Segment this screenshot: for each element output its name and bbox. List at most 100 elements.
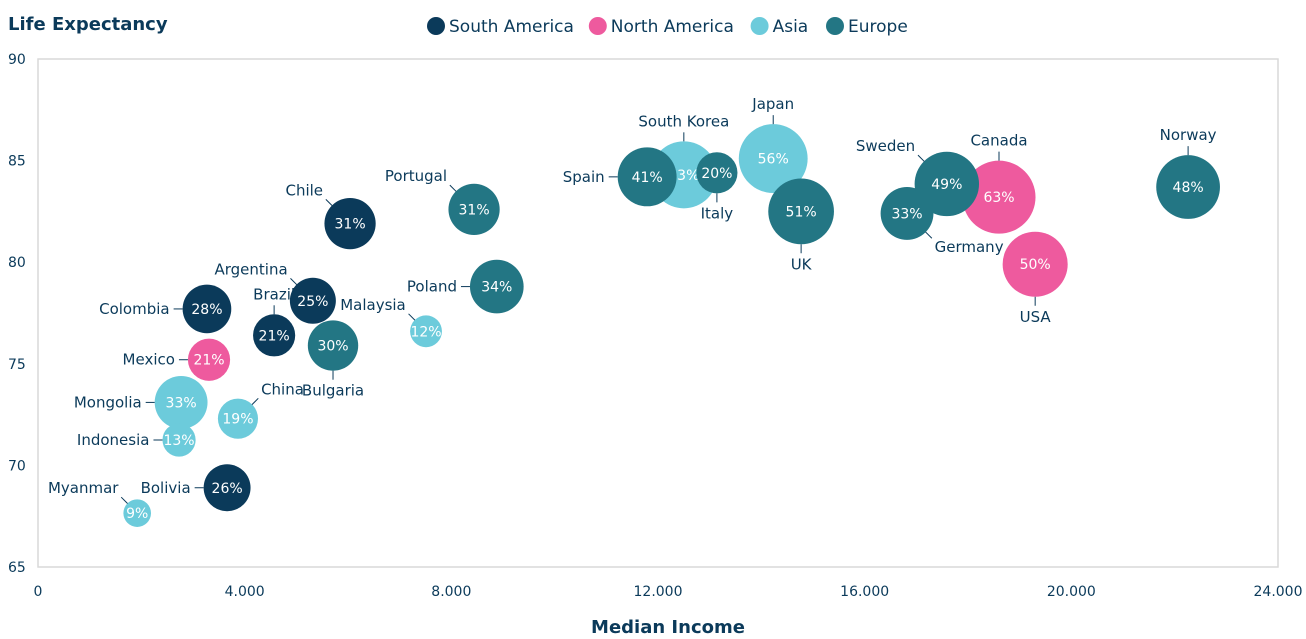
bubble-mark[interactable] [217, 398, 259, 439]
y-tick-label: 90 [8, 52, 26, 68]
bubble-mark[interactable] [696, 152, 738, 194]
bubble-chile[interactable]: 31% Chile [285, 181, 376, 250]
legend-item[interactable]: South America [427, 17, 574, 37]
x-tick-label: 0 [34, 584, 43, 600]
bubble-name-label: UK [791, 255, 813, 273]
bubble-spain[interactable]: 41% Spain [563, 147, 677, 207]
bubble-bulgaria[interactable]: 30% Bulgaria [302, 320, 364, 400]
bubble-japan[interactable]: 56% Japan [738, 95, 808, 193]
bubble-value-label: 19% [222, 412, 253, 428]
bubble-argentina[interactable]: 25% Argentina [214, 260, 336, 324]
bubble-mark[interactable] [203, 464, 251, 512]
bubble-value-label: 21% [193, 353, 224, 369]
legend: South America North America Asia Europe [427, 17, 908, 37]
bubble-italy[interactable]: 20% Italy [696, 152, 738, 222]
y-tick-label: 85 [8, 154, 26, 170]
x-tick-label: 24.000 [1254, 584, 1303, 600]
bubble-value-label: 25% [297, 294, 328, 310]
bubble-mark[interactable] [307, 320, 359, 371]
bubble-value-label: 12% [410, 324, 441, 340]
y-tick-label: 70 [8, 458, 26, 474]
bubble-value-label: 63% [983, 190, 1014, 206]
bubble-norway[interactable]: 48% Norway [1156, 126, 1220, 219]
bubble-sweden[interactable]: 49% Sweden [856, 137, 980, 217]
bubble-mark[interactable] [1156, 155, 1220, 219]
bubble-myanmar[interactable]: 9% Myanmar [48, 479, 151, 527]
bubble-china[interactable]: 19% China [217, 380, 304, 439]
bubble-name-label: Malaysia [340, 296, 406, 314]
bubble-canada[interactable]: 63% Canada [962, 132, 1036, 234]
bubble-mark[interactable] [448, 183, 500, 235]
bubble-value-label: 49% [931, 177, 962, 193]
bubble-colombia[interactable]: 28% Colombia [99, 284, 232, 334]
legend-item[interactable]: Asia [750, 17, 809, 37]
bubble-value-label: 28% [191, 302, 222, 318]
bubble-mark[interactable] [914, 151, 980, 217]
bubble-mark[interactable] [187, 338, 231, 381]
leader-line [290, 278, 298, 286]
bubble-mark[interactable] [410, 315, 442, 348]
bubble-name-label: Germany [935, 238, 1004, 256]
x-tick-label: 8.000 [431, 584, 471, 600]
bubble-value-label: 33% [166, 395, 197, 411]
bubble-mark[interactable] [154, 375, 208, 429]
bubble-germany[interactable]: 33% Germany [880, 187, 1004, 256]
bubble-value-label: 51% [786, 204, 817, 220]
bubble-value-label: 26% [212, 481, 243, 497]
bubble-mark[interactable] [738, 124, 808, 193]
legend-label: North America [611, 17, 734, 37]
bubble-mongolia[interactable]: 33% Mongolia [74, 375, 208, 429]
bubble-mark[interactable] [253, 314, 296, 357]
leader-line [120, 496, 128, 504]
bubble-name-label: Argentina [214, 260, 287, 278]
bubble-mexico[interactable]: 21% Mexico [123, 338, 231, 381]
x-tick-label: 20.000 [1047, 584, 1096, 600]
bubble-mark[interactable] [617, 147, 677, 207]
bubble-uk[interactable]: 51% UK [768, 178, 834, 274]
bubble-name-label: Italy [701, 204, 734, 222]
bubble-value-label: 30% [317, 339, 348, 355]
leader-line [325, 199, 333, 207]
bubble-mark[interactable] [469, 259, 524, 314]
bubble-mark[interactable] [768, 178, 834, 245]
bubble-name-label: China [261, 380, 304, 398]
legend-label: Asia [773, 17, 809, 37]
bubble-mark[interactable] [1002, 231, 1068, 297]
x-tick-label: 12.000 [634, 584, 683, 600]
bubble-bolivia[interactable]: 26% Bolivia [141, 464, 251, 512]
legend-item[interactable]: Europe [826, 17, 908, 37]
y-axis-title: Life Expectancy [8, 14, 168, 35]
legend-marker [427, 17, 445, 35]
bubble-name-label: Spain [563, 168, 605, 186]
y-tick-label: 80 [8, 255, 26, 271]
bubble-name-label: Bolivia [141, 479, 191, 497]
bubble-mark[interactable] [962, 160, 1036, 234]
bubble-malaysia[interactable]: 12%Malaysia [340, 296, 442, 348]
plot-area [37, 58, 1279, 568]
bubble-name-label: Indonesia [77, 431, 150, 449]
bubble-mark[interactable] [324, 197, 376, 250]
bubble-name-label: Portugal [385, 167, 447, 185]
bubble-poland[interactable]: 34% Poland [407, 259, 524, 314]
bubble-mark[interactable] [162, 423, 196, 457]
bubble-value-label: 20% [701, 166, 732, 182]
legend-marker [588, 17, 607, 35]
bubble-portugal[interactable]: 31% Portugal [385, 167, 500, 235]
bubble-usa[interactable]: 50% USA [1002, 231, 1068, 326]
bubble-name-label: Brazil [253, 285, 295, 303]
bubble-value-label: 31% [335, 217, 366, 233]
bubble-value-label: 41% [632, 170, 663, 186]
bubble-name-label: Mongolia [74, 393, 142, 411]
bubble-mark[interactable] [289, 277, 336, 324]
bubble-mark[interactable] [182, 284, 232, 334]
bubble-brazil[interactable]: 21% Brazil [253, 285, 296, 357]
y-tick-label: 75 [8, 357, 26, 373]
bubble-value-label: 34% [481, 280, 512, 296]
bubble-name-label: USA [1020, 308, 1052, 326]
bubble-mark[interactable] [123, 499, 151, 527]
leader-line [925, 231, 933, 239]
legend-item[interactable]: North America [588, 17, 734, 37]
bubble-indonesia[interactable]: 13% Indonesia [77, 423, 196, 457]
